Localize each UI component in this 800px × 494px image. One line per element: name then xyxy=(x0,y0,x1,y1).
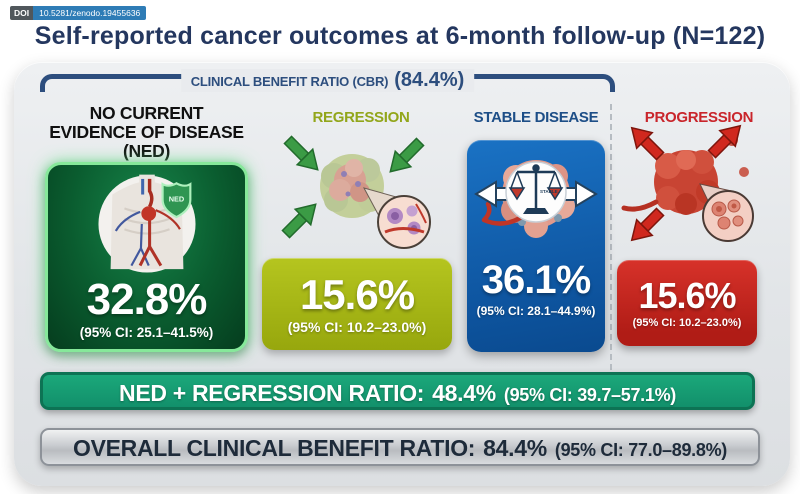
doi-badge: DOI 10.5281/zenodo.19455636 xyxy=(10,6,147,20)
doi-value: 10.5281/zenodo.19455636 xyxy=(33,6,147,20)
balance-scale-icon: STABLE xyxy=(508,164,564,214)
outcome-ci-progression: (95% CI: 10.2–23.0%) xyxy=(632,316,742,329)
column-divider xyxy=(610,104,612,370)
outcomes-panel: CLINICAL BENEFIT RATIO (CBR) (84.4%) NO … xyxy=(14,62,790,486)
cbr-value: (84.4%) xyxy=(394,69,465,91)
outcome-card-progression: 15.6% (95% CI: 10.2–23.0%) xyxy=(617,260,757,346)
ned-shield-icon: NED xyxy=(161,182,191,219)
banner-value: 48.4% xyxy=(432,380,496,406)
header-regression: REGRESSION xyxy=(312,109,410,126)
outcome-value-progression: 15.6% xyxy=(638,274,736,316)
progression-tumor-illustration xyxy=(621,124,754,242)
outcome-card-ned: NED 32.8% (95% CI: 25.1–41.5%) xyxy=(45,162,248,352)
banner-value: 84.4% xyxy=(483,435,547,461)
outcome-value-ned: 32.8% xyxy=(86,275,208,324)
banner-label: OVERALL CLINICAL BENEFIT RATIO: xyxy=(73,435,476,461)
outcome-card-stable: STABLE 36.1% (95% CI: 28.1–44.9%) xyxy=(467,140,605,352)
stable-tumor-illustration: STABLE xyxy=(474,160,598,238)
outcome-card-regression: 15.6% (95% CI: 10.2–23.0%) xyxy=(262,258,452,350)
ned-badge-text: NED xyxy=(168,194,184,203)
inward-arrow-icon xyxy=(389,137,425,173)
page-title: Self-reported cancer outcomes at 6-month… xyxy=(34,22,766,50)
outcome-value-regression: 15.6% xyxy=(299,270,415,318)
outcome-ci-regression: (95% CI: 10.2–23.0%) xyxy=(287,318,427,335)
regression-tumor-illustration xyxy=(281,135,431,249)
banner-label: NED + REGRESSION RATIO: xyxy=(119,380,425,406)
outward-arrow-icon xyxy=(630,126,665,161)
stable-icon-label: STABLE xyxy=(540,189,558,194)
torso-anatomy-icon: NED xyxy=(97,174,196,273)
banner-ci: (95% CI: 77.0–89.8%) xyxy=(554,440,727,460)
overall-cbr-banner: OVERALL CLINICAL BENEFIT RATIO: 84.4% (9… xyxy=(40,428,760,466)
outward-arrow-icon xyxy=(707,124,742,159)
cell-inset-magnifier-icon xyxy=(363,187,431,249)
outward-arrow-icon xyxy=(630,207,665,242)
cbr-bracket: CLINICAL BENEFIT RATIO (CBR) (84.4%) xyxy=(40,69,615,92)
ned-anatomy-illustration: NED xyxy=(95,172,199,276)
outcome-value-stable: 36.1% xyxy=(481,258,591,302)
header-progression: PROGRESSION xyxy=(644,109,754,126)
banner-ci: (95% CI: 39.7–57.1%) xyxy=(503,385,676,405)
cbr-bracket-label: CLINICAL BENEFIT RATIO (CBR) (84.4%) xyxy=(180,69,475,92)
inward-arrow-icon xyxy=(281,203,317,239)
inward-arrow-icon xyxy=(283,135,319,171)
outcome-ci-ned: (95% CI: 25.1–41.5%) xyxy=(79,325,214,340)
outcome-ci-stable: (95% CI: 28.1–44.9%) xyxy=(476,304,596,318)
doi-label: DOI xyxy=(10,6,34,20)
cell-inset-magnifier-icon xyxy=(699,183,754,242)
cbr-label-text: CLINICAL BENEFIT RATIO (CBR) xyxy=(190,74,389,89)
header-stable: STABLE DISEASE xyxy=(473,109,599,126)
header-ned: NO CURRENT EVIDENCE OF DISEASE (NED) xyxy=(49,103,244,161)
ned-regression-ratio-banner: NED + REGRESSION RATIO: 48.4% (95% CI: 3… xyxy=(40,372,755,410)
